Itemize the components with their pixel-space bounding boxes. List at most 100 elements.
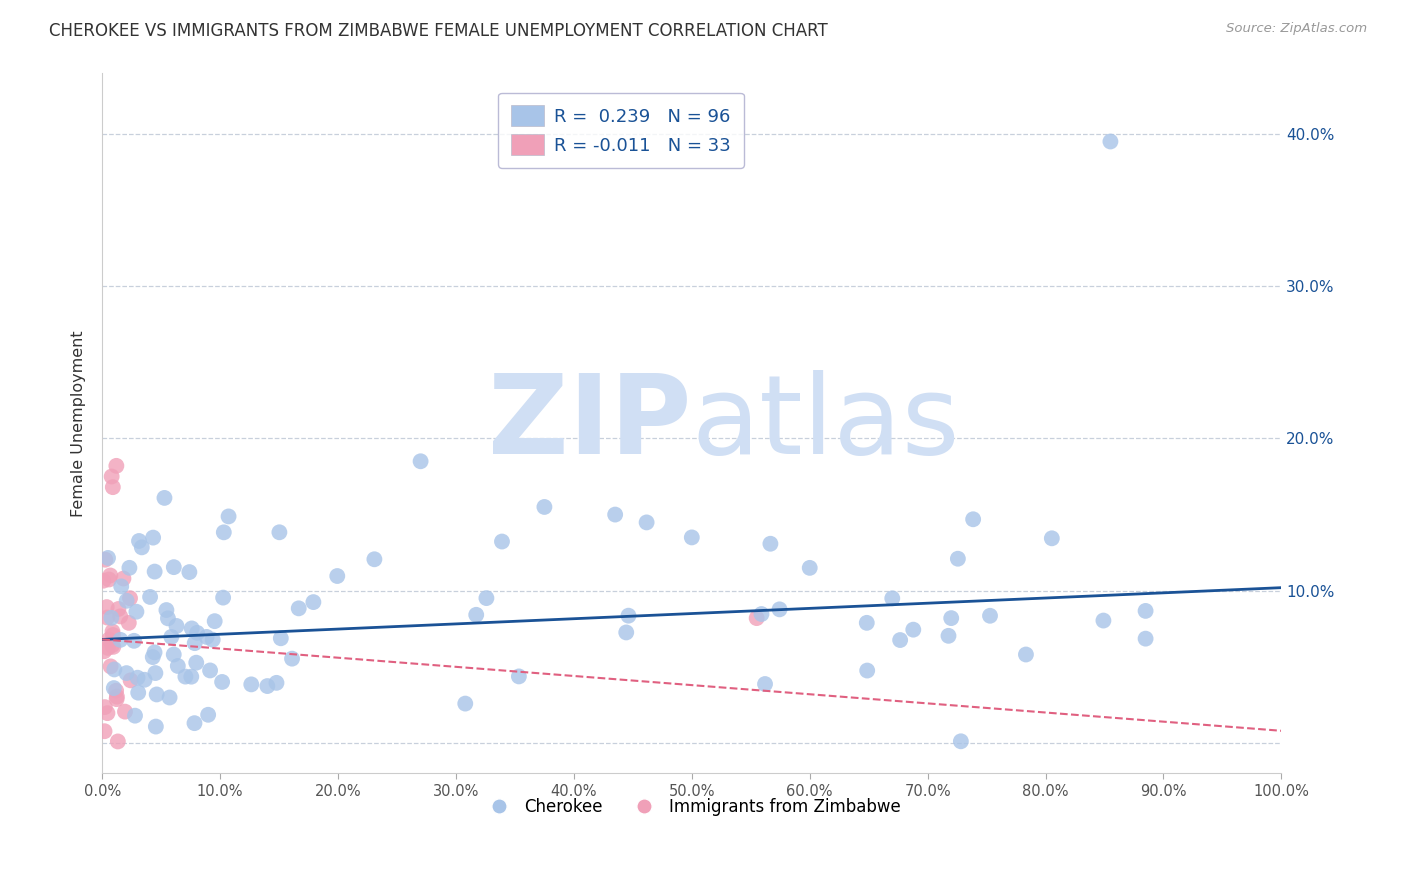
- Text: CHEROKEE VS IMMIGRANTS FROM ZIMBABWE FEMALE UNEMPLOYMENT CORRELATION CHART: CHEROKEE VS IMMIGRANTS FROM ZIMBABWE FEM…: [49, 22, 828, 40]
- Point: [363, 552, 385, 566]
- Point: [201, 632, 224, 647]
- Point: [103, 640, 125, 654]
- Point: [101, 480, 124, 494]
- Point: [105, 692, 128, 706]
- Point: [856, 664, 879, 678]
- Point: [142, 650, 165, 665]
- Point: [103, 681, 125, 695]
- Point: [143, 645, 166, 659]
- Point: [454, 697, 477, 711]
- Point: [1015, 648, 1038, 662]
- Point: [256, 679, 278, 693]
- Point: [124, 708, 146, 723]
- Point: [266, 676, 288, 690]
- Point: [166, 619, 188, 633]
- Point: [98, 573, 121, 587]
- Point: [105, 690, 128, 704]
- Point: [163, 560, 186, 574]
- Point: [100, 469, 122, 483]
- Point: [100, 611, 122, 625]
- Point: [938, 629, 960, 643]
- Point: [96, 706, 118, 720]
- Point: [96, 600, 118, 615]
- Point: [1135, 632, 1157, 646]
- Point: [105, 458, 128, 473]
- Point: [605, 508, 627, 522]
- Point: [94, 700, 117, 714]
- Point: [186, 656, 208, 670]
- Point: [120, 673, 142, 688]
- Text: ZIP: ZIP: [488, 369, 692, 476]
- Point: [183, 636, 205, 650]
- Text: Source: ZipAtlas.com: Source: ZipAtlas.com: [1226, 22, 1367, 36]
- Point: [155, 603, 177, 617]
- Point: [118, 615, 141, 630]
- Point: [465, 607, 488, 622]
- Point: [211, 675, 233, 690]
- Point: [110, 609, 132, 624]
- Point: [326, 569, 349, 583]
- Point: [97, 550, 120, 565]
- Point: [127, 671, 149, 685]
- Point: [103, 662, 125, 676]
- Point: [491, 534, 513, 549]
- Point: [198, 664, 221, 678]
- Point: [269, 525, 291, 540]
- Point: [287, 601, 309, 615]
- Point: [98, 568, 121, 582]
- Legend: Cherokee, Immigrants from Zimbabwe: Cherokee, Immigrants from Zimbabwe: [474, 790, 910, 824]
- Point: [142, 531, 165, 545]
- Point: [751, 607, 773, 621]
- Point: [1135, 604, 1157, 618]
- Point: [962, 512, 984, 526]
- Point: [475, 591, 498, 606]
- Point: [97, 640, 120, 655]
- Point: [183, 716, 205, 731]
- Y-axis label: Female Unemployment: Female Unemployment: [72, 330, 86, 516]
- Point: [98, 632, 121, 647]
- Point: [131, 541, 153, 555]
- Point: [204, 614, 226, 628]
- Point: [101, 628, 124, 642]
- Point: [115, 666, 138, 681]
- Point: [143, 565, 166, 579]
- Point: [179, 565, 201, 579]
- Point: [163, 648, 186, 662]
- Point: [128, 533, 150, 548]
- Point: [212, 525, 235, 540]
- Point: [508, 669, 530, 683]
- Point: [166, 659, 188, 673]
- Point: [105, 683, 128, 698]
- Point: [759, 537, 782, 551]
- Point: [302, 595, 325, 609]
- Point: [145, 720, 167, 734]
- Point: [180, 670, 202, 684]
- Point: [112, 572, 135, 586]
- Point: [681, 530, 703, 544]
- Point: [118, 591, 141, 606]
- Point: [153, 491, 176, 505]
- Point: [139, 590, 162, 604]
- Point: [617, 608, 640, 623]
- Point: [889, 633, 911, 648]
- Point: [1092, 614, 1115, 628]
- Point: [122, 633, 145, 648]
- Point: [110, 579, 132, 593]
- Point: [96, 610, 118, 624]
- Point: [281, 651, 304, 665]
- Point: [1099, 135, 1122, 149]
- Point: [127, 686, 149, 700]
- Point: [114, 705, 136, 719]
- Point: [636, 516, 658, 530]
- Point: [101, 638, 124, 652]
- Point: [160, 630, 183, 644]
- Point: [125, 605, 148, 619]
- Point: [882, 591, 904, 606]
- Point: [799, 561, 821, 575]
- Point: [93, 574, 115, 588]
- Point: [409, 454, 432, 468]
- Point: [1040, 531, 1063, 545]
- Point: [107, 602, 129, 616]
- Point: [941, 611, 963, 625]
- Point: [240, 677, 263, 691]
